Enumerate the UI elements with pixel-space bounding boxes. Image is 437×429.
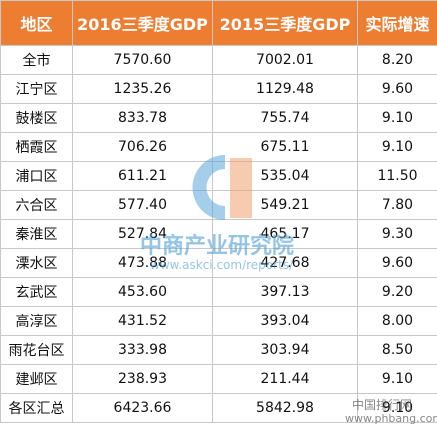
table-cell: 9.60 bbox=[357, 74, 437, 104]
table-cell: 1235.26 bbox=[72, 74, 213, 104]
table-cell: 建邺区 bbox=[0, 364, 73, 394]
table-cell: 527.84 bbox=[72, 219, 213, 249]
table-cell: 833.78 bbox=[72, 103, 213, 133]
table-row: 雨花台区 333.98 303.94 8.50 bbox=[0, 335, 437, 365]
table-cell: 8.50 bbox=[357, 335, 437, 365]
header-row: 地区 2016三季度GDP 2015三季度GDP 实际增速 bbox=[0, 0, 437, 46]
table-cell: 栖霞区 bbox=[0, 132, 73, 162]
table-cell: 577.40 bbox=[72, 190, 213, 220]
table-cell: 9.10 bbox=[357, 132, 437, 162]
table-row: 浦口区 611.21 535.04 11.50 bbox=[0, 161, 437, 191]
table-cell: 江宁区 bbox=[0, 74, 73, 104]
table-cell: 9.60 bbox=[357, 248, 437, 278]
table-cell: 11.50 bbox=[357, 161, 437, 191]
table-cell: 各区汇总 bbox=[0, 393, 73, 423]
table-cell: 9.10 bbox=[357, 393, 437, 423]
table-cell: 六合区 bbox=[0, 190, 73, 220]
table-cell: 427.68 bbox=[212, 248, 358, 278]
table-cell: 9.20 bbox=[357, 277, 437, 307]
table-row: 鼓楼区 833.78 755.74 9.10 bbox=[0, 103, 437, 133]
table-cell: 755.74 bbox=[212, 103, 358, 133]
table-cell: 5842.98 bbox=[212, 393, 358, 423]
table-cell: 溧水区 bbox=[0, 248, 73, 278]
table-cell: 8.00 bbox=[357, 306, 437, 336]
table-cell: 9.10 bbox=[357, 364, 437, 394]
header-cell: 地区 bbox=[0, 0, 73, 46]
table-row: 玄武区 453.60 397.13 9.20 bbox=[0, 277, 437, 307]
table-cell: 6423.66 bbox=[72, 393, 213, 423]
table-cell: 1129.48 bbox=[212, 74, 358, 104]
header-cell: 2016三季度GDP bbox=[72, 0, 213, 46]
table-cell: 全市 bbox=[0, 45, 73, 75]
table-cell: 397.13 bbox=[212, 277, 358, 307]
table-cell: 393.04 bbox=[212, 306, 358, 336]
table-row: 栖霞区 706.26 675.11 9.10 bbox=[0, 132, 437, 162]
table-cell: 9.30 bbox=[357, 219, 437, 249]
table-cell: 303.94 bbox=[212, 335, 358, 365]
table-cell: 秦淮区 bbox=[0, 219, 73, 249]
table-row: 秦淮区 527.84 465.17 9.30 bbox=[0, 219, 437, 249]
table-cell: 453.60 bbox=[72, 277, 213, 307]
table-cell: 7002.01 bbox=[212, 45, 358, 75]
table-row: 六合区 577.40 549.21 7.80 bbox=[0, 190, 437, 220]
table-cell: 535.04 bbox=[212, 161, 358, 191]
table-cell: 8.20 bbox=[357, 45, 437, 75]
table-cell: 549.21 bbox=[212, 190, 358, 220]
table-cell: 9.10 bbox=[357, 103, 437, 133]
table-row: 溧水区 473.88 427.68 9.60 bbox=[0, 248, 437, 278]
header-cell: 2015三季度GDP bbox=[212, 0, 358, 46]
table-cell: 鼓楼区 bbox=[0, 103, 73, 133]
table-cell: 706.26 bbox=[72, 132, 213, 162]
table-row: 建邺区 238.93 211.44 9.10 bbox=[0, 364, 437, 394]
table-cell: 333.98 bbox=[72, 335, 213, 365]
table-cell: 465.17 bbox=[212, 219, 358, 249]
table-cell: 431.52 bbox=[72, 306, 213, 336]
table-row: 江宁区 1235.26 1129.48 9.60 bbox=[0, 74, 437, 104]
table-cell: 浦口区 bbox=[0, 161, 73, 191]
table-cell: 473.88 bbox=[72, 248, 213, 278]
header-cell: 实际增速 bbox=[357, 0, 437, 46]
table-cell: 7.80 bbox=[357, 190, 437, 220]
table-body: 全市 7570.60 7002.01 8.20 江宁区 1235.26 1129.48 9.6… bbox=[0, 45, 437, 423]
table-cell: 玄武区 bbox=[0, 277, 73, 307]
table-cell: 238.93 bbox=[72, 364, 213, 394]
table-row: 高淳区 431.52 393.04 8.00 bbox=[0, 306, 437, 336]
table-cell: 675.11 bbox=[212, 132, 358, 162]
table-cell: 611.21 bbox=[72, 161, 213, 191]
table-cell: 211.44 bbox=[212, 364, 358, 394]
table-cell: 高淳区 bbox=[0, 306, 73, 336]
table-row: 全市 7570.60 7002.01 8.20 bbox=[0, 45, 437, 75]
table-cell: 雨花台区 bbox=[0, 335, 73, 365]
table-cell: 7570.60 bbox=[72, 45, 213, 75]
table-row: 各区汇总 6423.66 5842.98 9.10 bbox=[0, 393, 437, 423]
